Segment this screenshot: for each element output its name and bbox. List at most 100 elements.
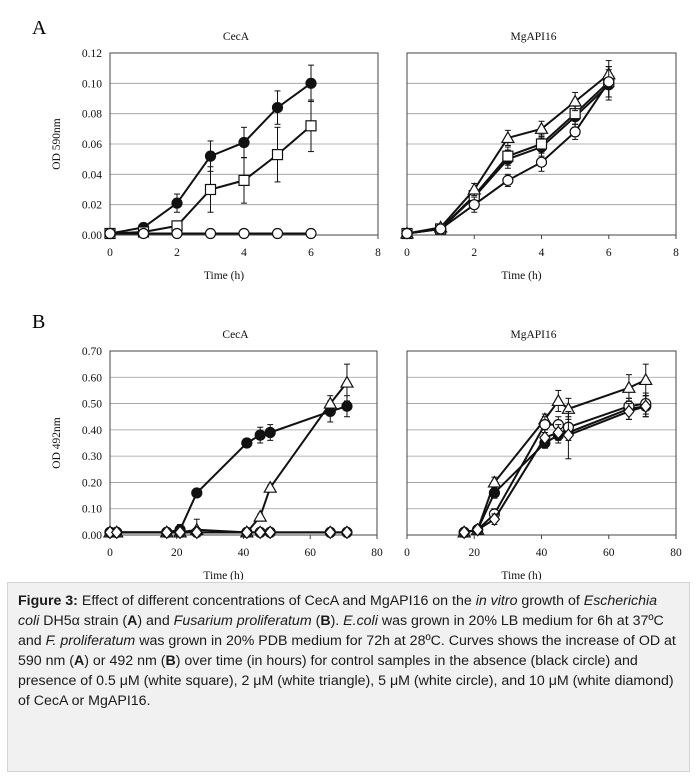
point-black-circle <box>238 136 250 149</box>
point-white-triangle <box>323 396 338 409</box>
x-axis-title: Time (h) <box>204 270 244 282</box>
caption-italic-text: F. proliferatum <box>45 633 136 649</box>
x-tick-label: 2 <box>471 247 477 259</box>
series-line <box>463 379 647 534</box>
series-white-diamond <box>104 525 353 540</box>
x-tick-label: 8 <box>375 247 381 259</box>
point-white-diamond <box>241 525 253 540</box>
caption-italic-text: in vitro <box>475 593 518 609</box>
point-white-circle <box>539 419 551 431</box>
point-white-diamond <box>264 525 276 540</box>
point-black-circle <box>191 487 203 499</box>
x-tick-label: 4 <box>539 247 545 259</box>
point-white-diamond <box>552 425 565 440</box>
caption-text: Effect of different concentrations of Ce… <box>77 593 476 609</box>
series-white-square <box>104 99 317 240</box>
caption-text: ) and <box>137 613 174 629</box>
caption-italic-text: Escherichia coli <box>18 593 658 629</box>
x-tick-label: 0 <box>404 247 410 259</box>
charts-group: 0.00 0.02 0.04 0.06 0.08 0.10 0.12 0 2 4 6 8 Time (h… <box>51 31 682 580</box>
point-white-circle <box>535 156 548 168</box>
x-axis-title: Time (h) <box>501 570 541 580</box>
chart-0: 0.00 0.02 0.04 0.06 0.08 0.10 0.12 0 2 4 6 8 Time (h… <box>51 31 381 282</box>
series-white-circle <box>401 66 615 240</box>
y-axis-title: OD 590nm <box>51 118 63 169</box>
point-white-triangle <box>500 130 515 144</box>
caption-text: ). <box>330 613 344 629</box>
x-tick-label: 20 <box>171 547 183 559</box>
point-black-circle <box>341 400 353 412</box>
point-white-triangle <box>263 480 278 493</box>
point-white-circle <box>603 76 615 88</box>
point-black-circle <box>305 77 317 89</box>
caption-text: growth of <box>517 593 584 609</box>
y-tick-label: 0.30 <box>82 451 102 463</box>
point-black-circle <box>254 429 266 441</box>
x-tick-label: 6 <box>308 247 314 259</box>
y-tick-label: 0.08 <box>82 109 102 121</box>
caption-text: ) over time (in hours) for control sampl… <box>18 653 674 709</box>
point-white-square <box>502 150 514 162</box>
y-tick-label: 0.60 <box>82 372 102 384</box>
caption-bold-text: B <box>320 613 331 629</box>
point-white-diamond <box>190 525 203 540</box>
y-tick-label: 0.40 <box>82 425 102 437</box>
x-tick-label: 60 <box>603 547 615 559</box>
point-white-triangle <box>568 94 583 107</box>
series-white-circle <box>104 227 317 240</box>
caption-bold-text: Figure 3: <box>18 593 78 609</box>
figure-caption: Figure 3: Effect of different concentrat… <box>7 582 690 772</box>
chart-title: MgAPI16 <box>510 329 556 341</box>
y-axis-title: OD 492nm <box>51 417 63 468</box>
caption-bold-text: A <box>74 653 85 669</box>
x-tick-label: 80 <box>670 547 682 559</box>
point-white-square <box>535 138 548 150</box>
x-axis-title: Time (h) <box>501 270 541 282</box>
chart-title: CecA <box>222 329 249 341</box>
point-black-circle <box>271 101 284 114</box>
point-white-diamond <box>623 404 635 419</box>
point-white-circle <box>137 227 150 240</box>
x-tick-label: 6 <box>606 247 612 259</box>
point-black-circle <box>171 197 183 209</box>
point-white-diamond <box>110 525 123 540</box>
caption-bold-text: B <box>165 653 176 669</box>
chart-title: MgAPI16 <box>510 31 556 43</box>
caption-italic-text: Fusarium proliferatum <box>173 613 312 629</box>
point-white-square <box>204 183 217 196</box>
y-tick-label: 0.70 <box>82 346 102 358</box>
point-black-circle <box>264 426 276 439</box>
point-white-diamond <box>471 522 484 537</box>
series-white-diamond <box>458 395 652 540</box>
point-white-diamond <box>562 428 575 443</box>
point-white-circle <box>271 227 284 240</box>
point-white-diamond <box>488 512 501 527</box>
x-tick-label: 0 <box>107 547 113 559</box>
caption-italic-text: E.coli <box>343 613 378 629</box>
point-white-circle <box>305 227 317 240</box>
y-tick-label: 0.10 <box>82 78 102 90</box>
point-white-circle <box>569 126 581 138</box>
y-tick-label: 0.04 <box>82 169 102 181</box>
series-white-triangle <box>102 363 354 538</box>
point-white-diamond <box>160 525 173 540</box>
point-white-triangle <box>621 380 636 393</box>
series-line <box>110 405 348 534</box>
chart-3: 0 20 40 60 80 Time (h) MgAPI16 <box>404 329 682 580</box>
point-white-circle <box>204 227 217 240</box>
point-black-circle <box>204 150 217 162</box>
caption-text: was grown in 20% PDB medium for 72h at 2… <box>18 633 676 669</box>
point-white-diamond <box>639 399 652 414</box>
y-tick-label: 0.20 <box>82 477 102 489</box>
point-white-circle <box>435 223 447 235</box>
x-tick-label: 40 <box>238 547 250 559</box>
series-line <box>110 381 348 534</box>
panel-letter-b: B <box>32 311 45 333</box>
series-black-circle <box>104 395 353 538</box>
point-white-square <box>305 120 317 132</box>
point-white-circle <box>401 227 413 240</box>
caption-bold-text: A <box>127 613 138 629</box>
x-axis-title: Time (h) <box>203 570 243 580</box>
point-white-triangle <box>487 475 502 488</box>
x-tick-label: 4 <box>241 247 247 259</box>
